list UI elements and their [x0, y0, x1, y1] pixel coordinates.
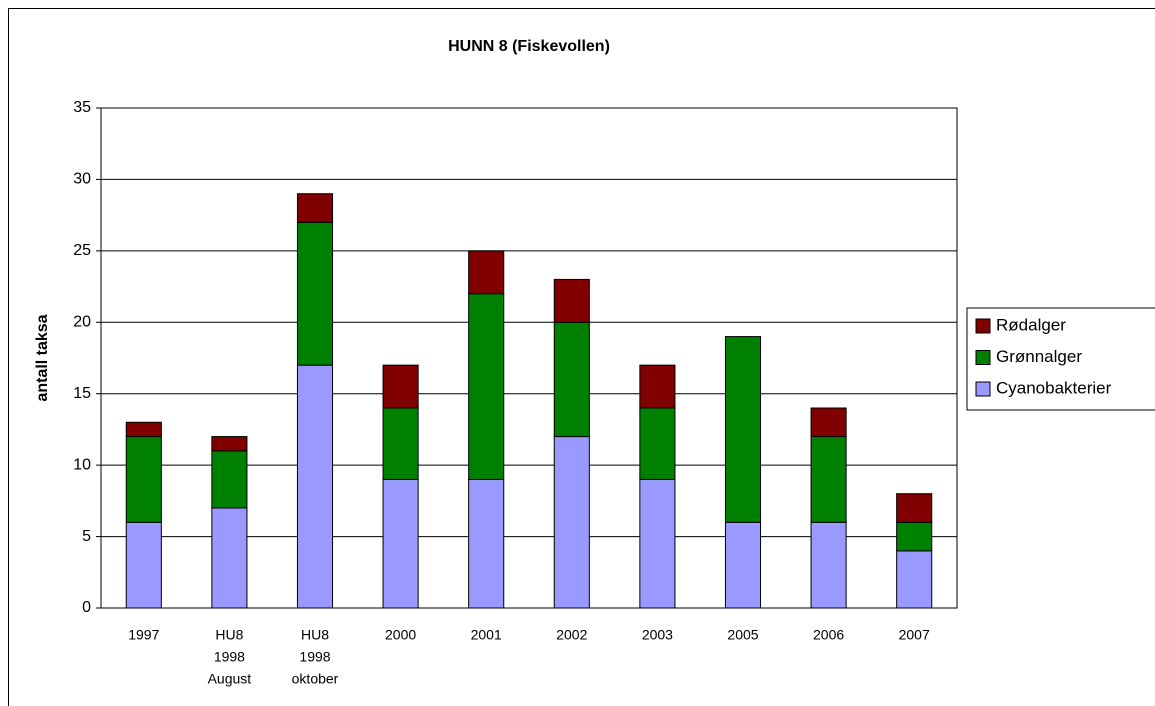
y-tick-label: 30 — [73, 171, 91, 188]
bar-segment — [125, 521, 162, 609]
bar-segment — [296, 221, 334, 366]
x-tick-label: HU8 — [215, 627, 243, 643]
legend-box — [966, 307, 1155, 411]
x-tick-label: 2003 — [642, 627, 673, 643]
x-tick-label: August — [208, 671, 252, 687]
bar-segment — [639, 407, 676, 480]
x-tick-label: 2002 — [556, 627, 587, 643]
bar-segment — [724, 336, 762, 523]
legend-swatch — [975, 350, 991, 365]
bar-segment — [382, 478, 419, 609]
bar-segment — [553, 436, 590, 609]
legend-swatch — [975, 318, 991, 334]
chart-title: HUNN 8 (Fiskevollen) — [448, 38, 610, 55]
x-tick-label: 2007 — [899, 627, 930, 643]
bar-segment — [896, 521, 933, 552]
bar-segment — [896, 550, 933, 609]
bar-segment — [211, 436, 248, 452]
y-tick-label: 15 — [73, 385, 91, 402]
bar-segment — [810, 407, 847, 438]
bar-segment — [296, 364, 334, 609]
y-tick-label: 5 — [82, 528, 91, 545]
bar-segment — [810, 436, 847, 523]
bar-segment — [896, 493, 933, 523]
y-axis-label: antall taksa — [34, 314, 51, 401]
bar-segment — [639, 364, 676, 409]
y-tick-label: 35 — [73, 99, 91, 116]
x-tick-label: oktober — [292, 671, 339, 687]
y-tick-label: 25 — [73, 242, 91, 259]
bar-segment — [211, 450, 248, 509]
legend-label: Rødalger — [996, 315, 1066, 334]
bar-segment — [553, 278, 590, 323]
legend-swatch — [975, 381, 991, 397]
bar-segment — [724, 521, 762, 609]
bar-segment — [211, 507, 248, 609]
bar-segment — [468, 250, 505, 295]
x-tick-label: 1997 — [128, 627, 159, 643]
legend-label: Grønnalger — [996, 347, 1082, 366]
bar-segment — [468, 293, 505, 480]
x-tick-label: 2005 — [727, 627, 758, 643]
y-tick-label: 20 — [73, 314, 91, 331]
x-tick-label: 2001 — [471, 627, 502, 643]
x-tick-label: HU8 — [301, 627, 329, 643]
bar-segment — [553, 321, 590, 438]
bar-segment — [468, 478, 505, 609]
bar-segment — [382, 407, 419, 480]
x-tick-label: 2006 — [813, 627, 844, 643]
bar-segment — [382, 364, 419, 409]
bar-segment — [296, 193, 334, 223]
bar-segment — [810, 521, 847, 609]
y-tick-label: 10 — [73, 456, 91, 473]
y-tick-label: 0 — [82, 599, 91, 616]
legend-label: Cyanobakterier — [996, 378, 1112, 397]
x-tick-label: 1998 — [214, 649, 245, 665]
bar-segment — [639, 478, 676, 609]
x-tick-label: 1998 — [299, 649, 330, 665]
bar-segment — [125, 421, 162, 438]
x-tick-label: 2000 — [385, 627, 416, 643]
bar-segment — [125, 436, 162, 523]
